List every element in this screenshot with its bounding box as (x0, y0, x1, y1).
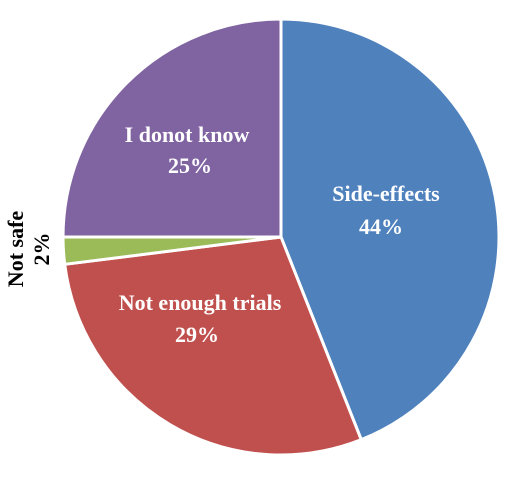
slice-value-side-effects: 44% (359, 214, 403, 239)
pie-slice-side-effects (279, 17, 501, 442)
slice-value-not-enough-trials: 29% (175, 322, 219, 347)
slice-label-i-donot-know: I donot know (125, 122, 250, 147)
pie-slices (61, 17, 501, 457)
svg-text:Side-effects: Side-effects (332, 181, 440, 206)
svg-text:29%: 29% (175, 322, 219, 347)
svg-text:Not safe: Not safe (3, 211, 28, 288)
svg-text:I donot know: I donot know (125, 122, 250, 147)
slice-value-not-safe: 2% (29, 233, 54, 266)
svg-text:Not enough trials: Not enough trials (119, 290, 282, 315)
svg-text:25%: 25% (168, 153, 212, 178)
slice-value-i-donot-know: 25% (168, 153, 212, 178)
svg-text:44%: 44% (359, 214, 403, 239)
slice-label-not-enough-trials: Not enough trials (119, 290, 282, 315)
pie-slice-i-donot-know (61, 17, 283, 239)
slice-label-side-effects: Side-effects (332, 181, 440, 206)
slice-label-not-safe: Not safe (3, 211, 28, 288)
svg-text:2%: 2% (29, 233, 54, 266)
pie-slice-not-enough-trials (63, 235, 363, 457)
